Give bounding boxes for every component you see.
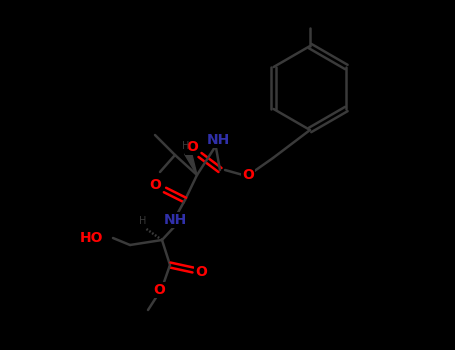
Text: O: O — [153, 283, 165, 297]
Text: NH: NH — [163, 213, 187, 227]
Text: O: O — [195, 265, 207, 279]
Text: O: O — [242, 168, 254, 182]
Text: H: H — [139, 216, 147, 226]
Text: O: O — [186, 140, 198, 154]
Text: NH: NH — [207, 133, 230, 147]
Text: HO: HO — [80, 231, 103, 245]
Text: O: O — [149, 178, 161, 192]
Text: H: H — [182, 141, 190, 151]
Polygon shape — [185, 152, 197, 175]
